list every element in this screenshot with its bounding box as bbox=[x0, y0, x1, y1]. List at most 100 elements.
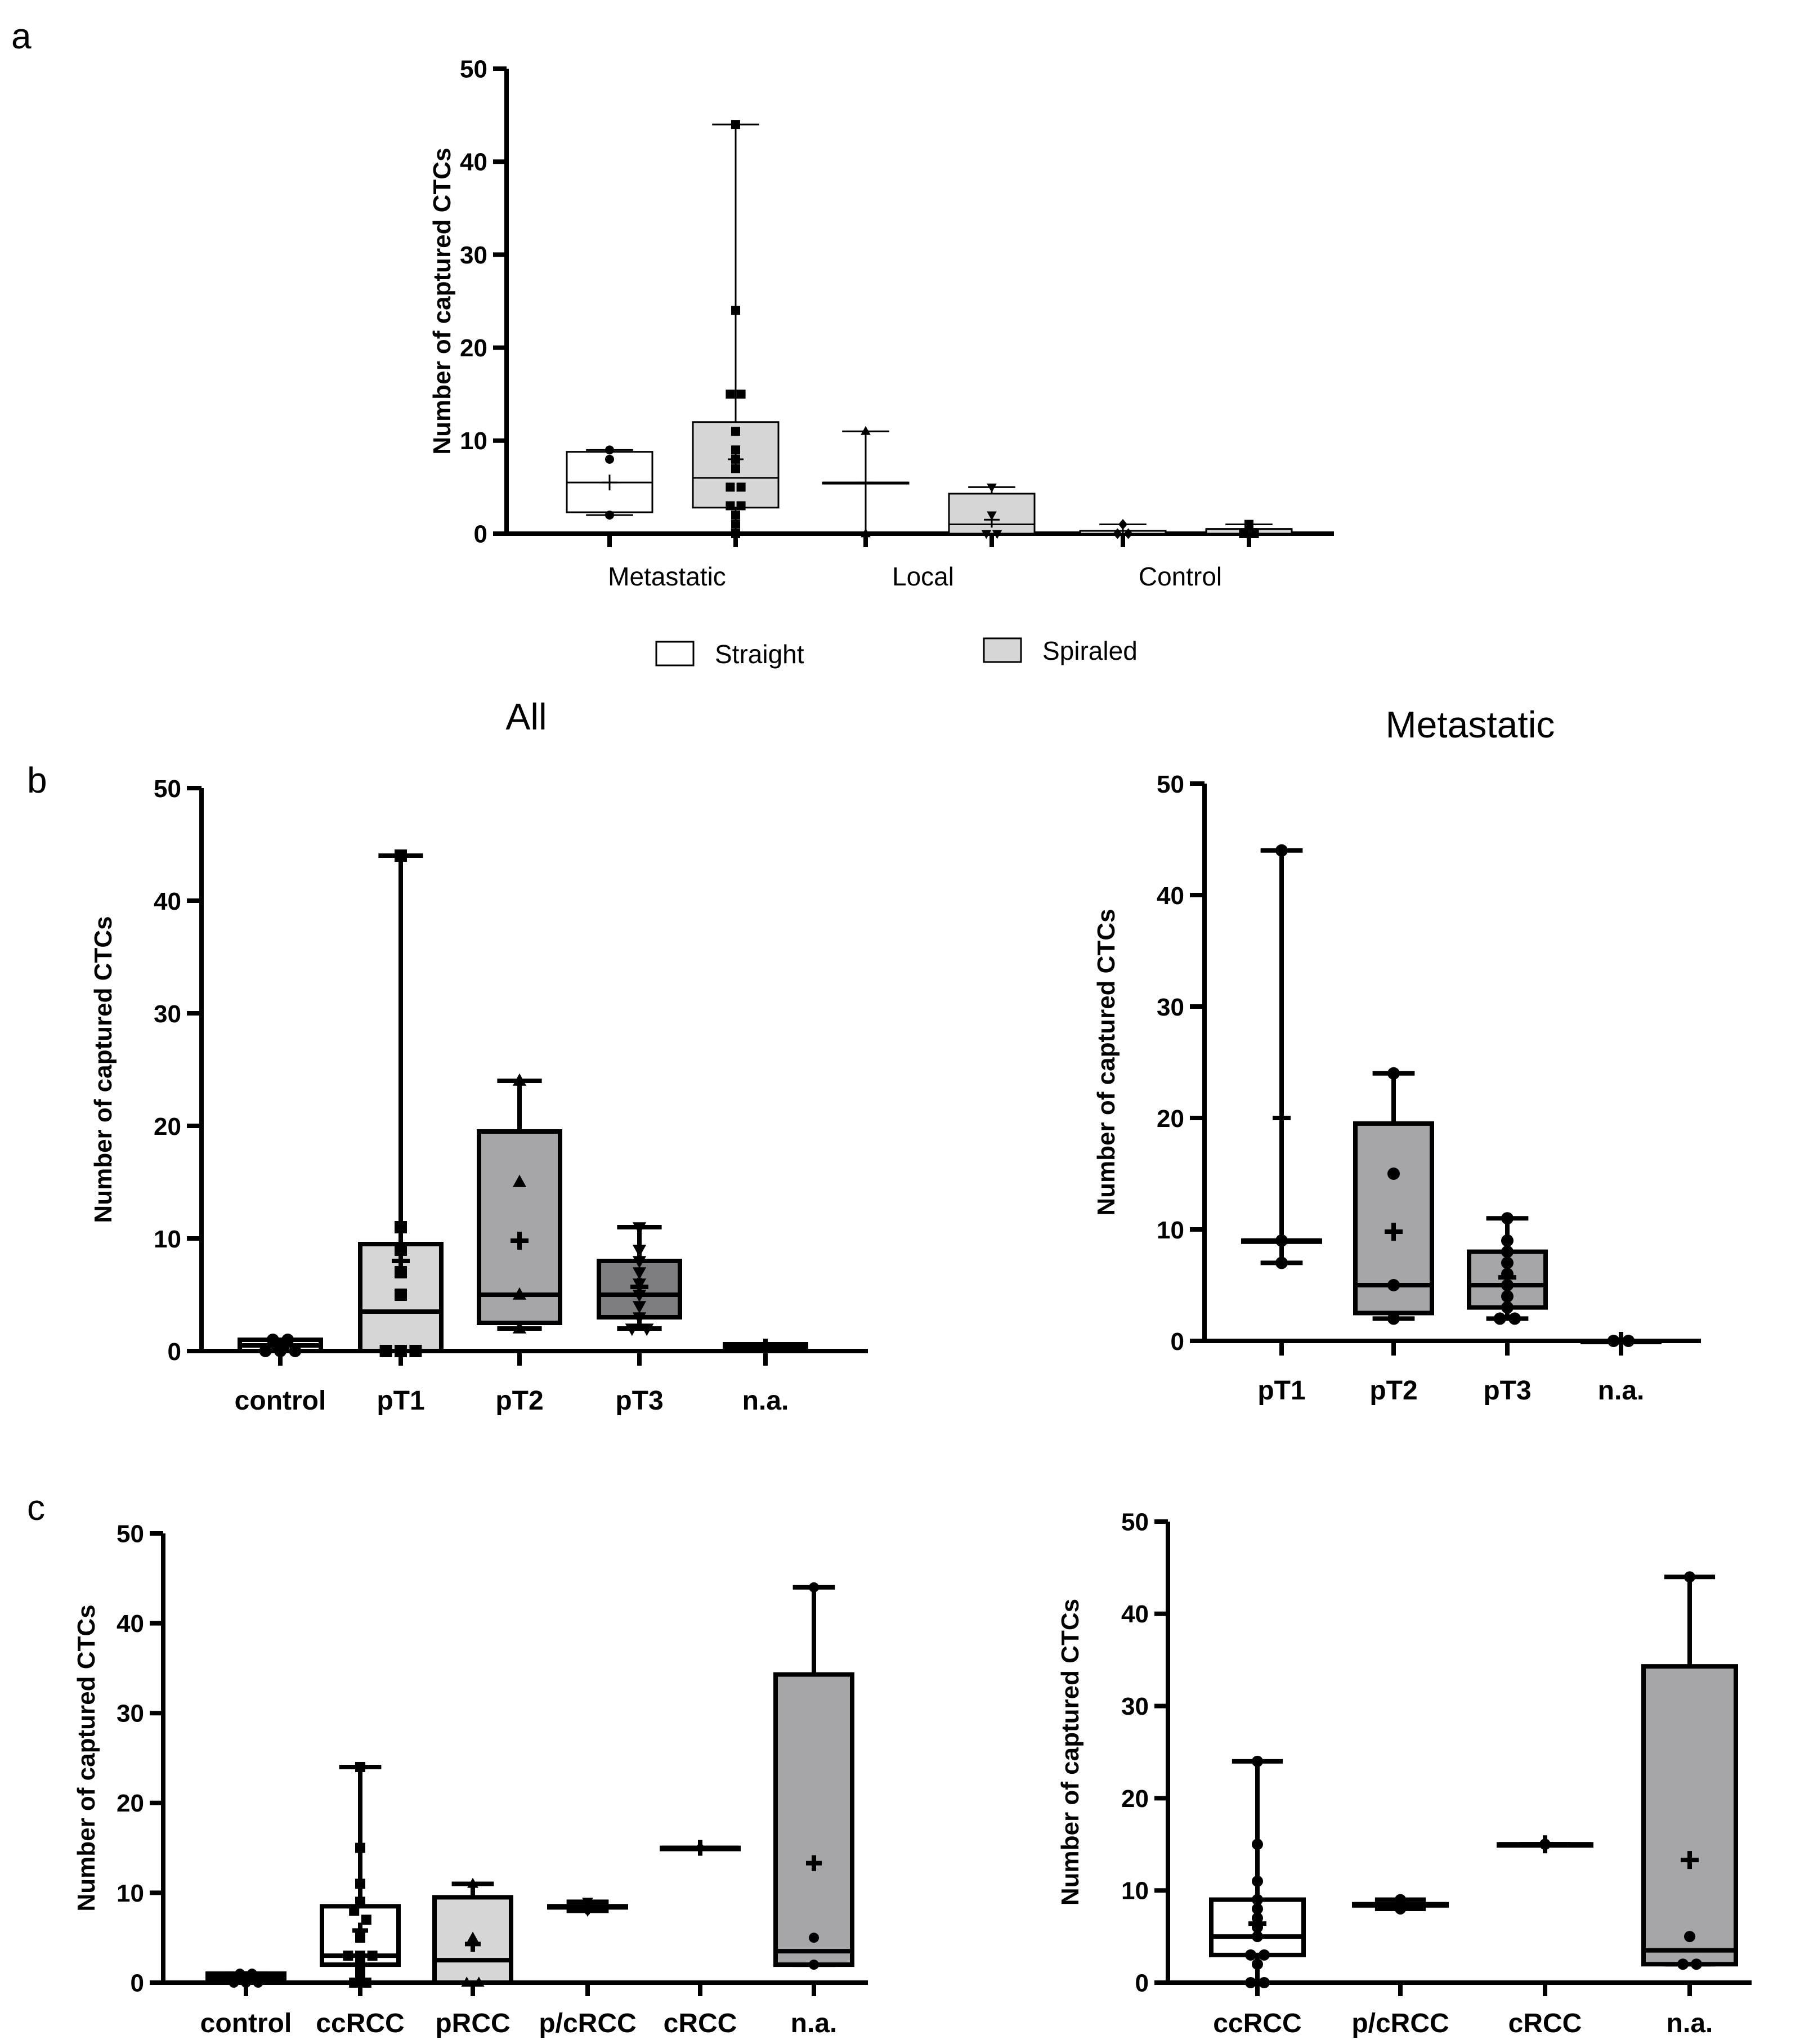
c-all-1-point-3 bbox=[355, 1897, 365, 1907]
b-metastatic-y-label: Number of captured CTCs bbox=[1092, 909, 1120, 1215]
b-all-category-label-3: pT3 bbox=[615, 1386, 663, 1416]
a-0-0-point-0 bbox=[605, 445, 614, 455]
c-all-4-point-0 bbox=[695, 1841, 705, 1854]
a-1-2-point-0 bbox=[1244, 520, 1253, 529]
b-all-3-point-4 bbox=[632, 1278, 647, 1291]
legend-label-spiraled: Spiraled bbox=[1042, 636, 1138, 665]
a-1-2-point-2 bbox=[1250, 529, 1259, 538]
a-1-0-point-5 bbox=[731, 445, 740, 455]
a-0-1-point-1 bbox=[861, 528, 871, 538]
c-metastatic-0-point-6 bbox=[1252, 1921, 1263, 1933]
b-all-2-point-1 bbox=[512, 1174, 527, 1187]
b-metastatic-ytick-label-20: 20 bbox=[1157, 1105, 1184, 1133]
b-all-0-point-0 bbox=[266, 1334, 279, 1346]
c-all-1-point-12 bbox=[349, 1978, 360, 1988]
c-all-1-point-7 bbox=[343, 1951, 353, 1961]
c-metastatic-box-group-1 bbox=[1352, 1894, 1449, 1915]
a-1-0-point-3 bbox=[736, 390, 746, 399]
c-metastatic-1-point-1 bbox=[1395, 1903, 1406, 1915]
b-metastatic-category-label-1: pT2 bbox=[1369, 1376, 1417, 1406]
a-box-group-1-1 bbox=[948, 484, 1036, 539]
a-box-group-1-2 bbox=[1205, 520, 1293, 538]
c-all-5-point-2 bbox=[809, 1960, 819, 1970]
b-metastatic-2-point-9 bbox=[1508, 1312, 1521, 1325]
c-all-1-point-11 bbox=[355, 1969, 365, 1979]
c-all-box-group-1 bbox=[320, 1761, 401, 1988]
c-all-0-point-3 bbox=[241, 1978, 251, 1988]
c-all-2-point-1 bbox=[467, 1931, 478, 1942]
a-box-group-0-2 bbox=[1079, 518, 1167, 539]
b-all-3-point-3 bbox=[632, 1267, 647, 1280]
b-all-0-point-2 bbox=[259, 1345, 272, 1357]
b-all-box-group-3 bbox=[597, 1222, 682, 1336]
c-metastatic-0-point-5 bbox=[1252, 1912, 1263, 1924]
a-1-0-point-13 bbox=[731, 520, 740, 529]
c-all-5-point-1 bbox=[809, 1933, 819, 1943]
c-all-2-point-0 bbox=[467, 1877, 478, 1888]
b-all-box-group-4 bbox=[723, 1339, 808, 1357]
b-metastatic-2-point-7 bbox=[1501, 1301, 1514, 1314]
chart-c-metastatic: 0 10 20 30 40 50 Number of captured CTCs ccRCC p… bbox=[1056, 1508, 1752, 2038]
b-all-3-point-0 bbox=[632, 1222, 647, 1235]
a-1-0-point-4 bbox=[731, 427, 740, 436]
b-metastatic-category-label-2: pT3 bbox=[1483, 1376, 1531, 1406]
b-metastatic-ytick-label-50: 50 bbox=[1157, 771, 1184, 798]
a-y-label: Number of captured CTCs bbox=[428, 147, 456, 454]
c-metastatic-0-point-3 bbox=[1252, 1894, 1263, 1906]
a-box-group-1-0 bbox=[692, 120, 780, 538]
b-metastatic-2-point-8 bbox=[1493, 1312, 1506, 1325]
c-all-0-point-0 bbox=[235, 1969, 245, 1979]
b-all-3-point-2 bbox=[632, 1256, 647, 1269]
c-all-category-label-0: control bbox=[200, 2009, 292, 2038]
c-all-2-point-3 bbox=[473, 1976, 485, 1987]
b-all-category-label-2: pT2 bbox=[495, 1386, 543, 1416]
panel-letter-b: b bbox=[27, 760, 47, 800]
b-metastatic-box-group-0 bbox=[1241, 844, 1322, 1269]
a-1-0-point-10 bbox=[726, 501, 735, 511]
a-1-0-point-8 bbox=[726, 482, 735, 492]
b-all-2-point-0 bbox=[512, 1073, 527, 1086]
c-metastatic-0-point-7 bbox=[1252, 1931, 1263, 1943]
c-metastatic-ytick-label-50: 50 bbox=[1121, 1508, 1149, 1536]
b-all-0-point-3 bbox=[274, 1345, 286, 1357]
c-metastatic-ytick-label-40: 40 bbox=[1121, 1600, 1149, 1628]
a-1-0-point-6 bbox=[731, 454, 740, 464]
a-1-0-point-7 bbox=[731, 464, 740, 473]
chart-a: 0 10 20 30 40 50 Number of captured CTCs Metast… bbox=[428, 55, 1334, 591]
b-all-y-label: Number of captured CTCs bbox=[89, 916, 117, 1223]
b-metastatic-0-point-0 bbox=[1275, 844, 1288, 857]
c-metastatic-0-point-11 bbox=[1245, 1977, 1256, 1988]
b-metastatic-ytick-label-30: 30 bbox=[1157, 994, 1184, 1021]
legend-swatch-spiraled bbox=[983, 637, 1022, 663]
legend-label-straight: Straight bbox=[715, 639, 804, 669]
b-all-1-point-1 bbox=[395, 1221, 407, 1233]
c-metastatic-0-point-4 bbox=[1252, 1903, 1263, 1915]
b-all-1-point-3 bbox=[395, 1266, 407, 1278]
b-all-1-point-6 bbox=[395, 1345, 407, 1357]
c-all-box-group-2 bbox=[432, 1877, 513, 1987]
c-all-1-point-6 bbox=[355, 1933, 365, 1943]
b-metastatic-0-point-1 bbox=[1275, 1234, 1288, 1247]
b-all-2-point-2 bbox=[512, 1287, 527, 1300]
b-all-1-point-0 bbox=[395, 849, 407, 862]
c-metastatic-ytick-label-0: 0 bbox=[1135, 1969, 1149, 1997]
b-all-box-group-2 bbox=[477, 1073, 562, 1334]
c-all-ytick-label-30: 30 bbox=[117, 1700, 144, 1728]
subtitle-all: All bbox=[505, 696, 547, 737]
a-category-label-1: Local bbox=[892, 562, 954, 591]
c-metastatic-ytick-label-10: 10 bbox=[1121, 1877, 1149, 1905]
chart-b-metastatic: 0 10 20 30 40 50 Number of captured CTCs pT1 pT2… bbox=[1092, 771, 1701, 1406]
b-metastatic-3-point-1 bbox=[1622, 1335, 1635, 1347]
c-metastatic-1-point-0 bbox=[1395, 1894, 1406, 1906]
a-ytick-label-50: 50 bbox=[460, 55, 487, 83]
b-all-category-label-1: pT1 bbox=[377, 1386, 424, 1416]
c-all-1-point-10 bbox=[355, 1960, 365, 1970]
c-metastatic-3-point-1 bbox=[1684, 1931, 1695, 1943]
a-box-group-0-0 bbox=[566, 445, 653, 520]
b-all-ytick-label-30: 30 bbox=[154, 1000, 181, 1028]
b-all-1-point-4 bbox=[395, 1289, 407, 1301]
b-metastatic-0-point-2 bbox=[1275, 1256, 1288, 1269]
a-1-1-point-0 bbox=[987, 484, 997, 493]
c-all-category-label-4: cRCC bbox=[664, 2009, 737, 2038]
b-all-1-point-5 bbox=[379, 1345, 392, 1357]
